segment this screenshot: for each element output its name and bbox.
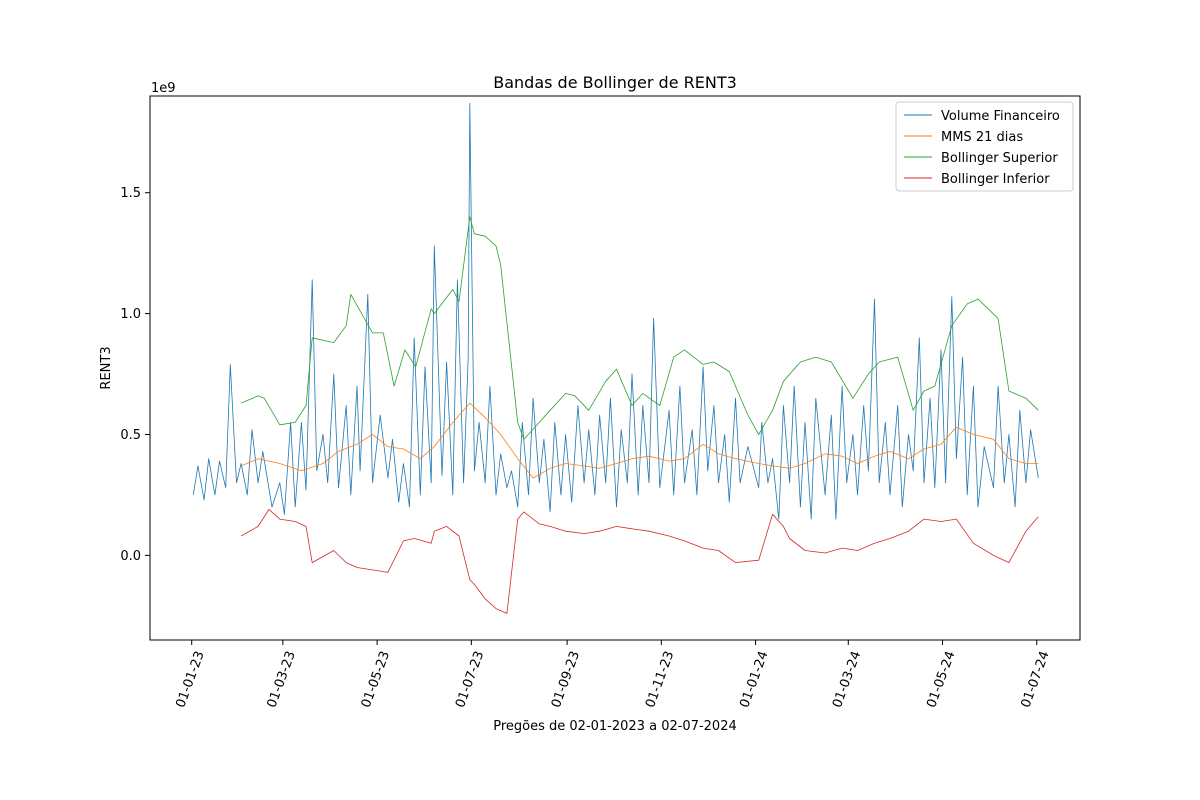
legend-label-lower: Bollinger Inferior bbox=[941, 172, 1050, 187]
series-layer bbox=[192, 102, 1039, 614]
y-offset-label: 1e9 bbox=[151, 81, 176, 96]
legend: Volume Financeiro MMS 21 dias Bollinger … bbox=[895, 101, 1074, 192]
y-tick-label: 0.5 bbox=[120, 428, 141, 443]
legend-box bbox=[895, 101, 1074, 192]
series-line-volume bbox=[192, 102, 1039, 520]
chart-title: Bandas de Bollinger de RENT3 bbox=[493, 73, 737, 92]
y-tick-label: 0.0 bbox=[120, 549, 141, 564]
y-tick-label: 1.5 bbox=[120, 186, 141, 201]
y-tick-label: 1.0 bbox=[120, 307, 141, 322]
x-axis-label: Pregões de 02-01-2023 a 02-07-2024 bbox=[493, 719, 737, 734]
series-line-lower bbox=[240, 508, 1039, 614]
series-line-upper bbox=[240, 216, 1039, 440]
y-axis-label: RENT3 bbox=[99, 346, 114, 389]
series-line-mms bbox=[240, 402, 1039, 479]
legend-label-volume: Volume Financeiro bbox=[941, 109, 1060, 124]
legend-label-mms: MMS 21 dias bbox=[941, 130, 1023, 145]
plot-frame bbox=[149, 95, 1081, 641]
legend-label-upper: Bollinger Superior bbox=[941, 151, 1058, 166]
